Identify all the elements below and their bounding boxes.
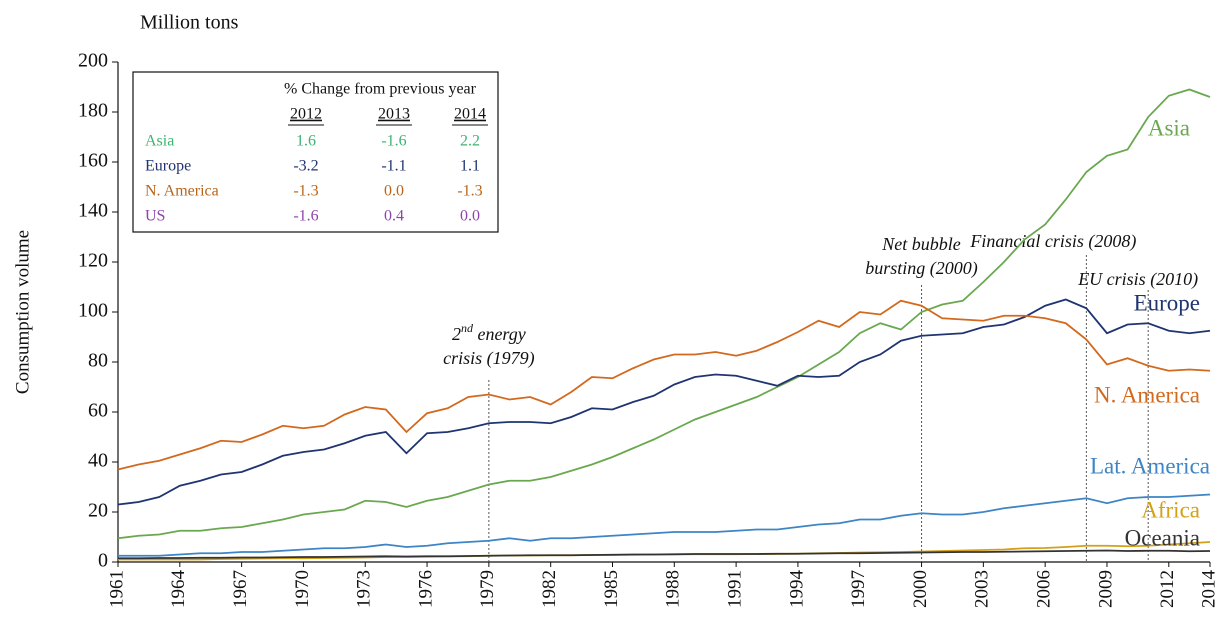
series-line	[117, 88, 1211, 540]
x-tick-label: 1973	[354, 570, 375, 608]
unit-label: Million tons	[140, 12, 239, 34]
series-label: Europe	[1134, 290, 1200, 315]
inset-column-header: 2012	[290, 106, 322, 123]
annotation-text: Net bubble	[881, 234, 961, 254]
x-tick-label: 1982	[539, 570, 560, 608]
inset-cell: -1.6	[381, 133, 406, 150]
x-tick-label: 1979	[477, 570, 498, 608]
inset-cell: -1.1	[381, 158, 406, 175]
y-tick-label: 80	[88, 350, 108, 372]
x-tick-label: 1991	[724, 570, 745, 608]
y-tick-label: 60	[88, 400, 108, 422]
series-line	[118, 549, 1211, 560]
x-tick-label: 2000	[910, 570, 931, 608]
y-tick-label: 140	[78, 200, 108, 222]
inset-cell: 0.0	[460, 208, 480, 225]
series-label: Africa	[1141, 497, 1200, 522]
series-label: Oceania	[1125, 525, 1200, 550]
x-tick-label: 1967	[230, 570, 251, 608]
inset-row-name: Asia	[145, 133, 174, 150]
inset-row-name: Europe	[145, 158, 191, 175]
inset-cell: -1.3	[457, 183, 482, 200]
inset-cell: 2.2	[460, 133, 480, 150]
series-line	[117, 299, 1211, 471]
x-tick-label: 1985	[601, 570, 622, 608]
x-tick-label: 1994	[786, 570, 807, 609]
inset-cell: 1.6	[296, 133, 316, 150]
annotation-text: 2nd energy	[452, 321, 526, 344]
x-tick-label: 2006	[1034, 570, 1055, 608]
x-tick-label: 2014	[1198, 570, 1219, 609]
x-tick-label: 2009	[1095, 570, 1116, 608]
inset-cell: -1.3	[293, 183, 318, 200]
series-label: N. America	[1094, 382, 1200, 407]
y-tick-label: 160	[78, 150, 108, 172]
inset-cell: 0.4	[384, 208, 404, 225]
inset-row-name: US	[145, 208, 165, 225]
annotation-text-part: 2	[452, 324, 461, 344]
x-tick-label: 1961	[106, 570, 127, 608]
annotation-text-part: energy	[473, 324, 526, 344]
annotation-text: Financial crisis (2008)	[969, 231, 1136, 252]
y-tick-label: 20	[88, 500, 108, 522]
inset-column-header: 2013	[378, 106, 410, 123]
series-label: Asia	[1148, 115, 1190, 140]
y-tick-label: 200	[78, 50, 108, 72]
y-tick-label: 120	[78, 250, 108, 272]
inset-cell: -3.2	[293, 158, 318, 175]
annotation-superscript: nd	[461, 321, 474, 335]
series-label: Lat. America	[1090, 453, 1210, 478]
x-tick-label: 1988	[663, 570, 684, 608]
y-axis-label: Consumption volume	[12, 230, 33, 394]
x-tick-label: 2003	[972, 570, 993, 608]
inset-row-name: N. America	[145, 183, 219, 200]
x-tick-label: 1964	[168, 570, 189, 609]
y-tick-label: 40	[88, 450, 108, 472]
inset-cell: -1.6	[293, 208, 318, 225]
x-tick-label: 1997	[848, 570, 869, 608]
x-tick-label: 1970	[292, 570, 313, 608]
annotation-text: bursting (2000)	[865, 258, 978, 279]
x-tick-label: 1976	[415, 570, 436, 608]
y-tick-label: 180	[78, 100, 108, 122]
series-line	[118, 493, 1211, 557]
annotation-text: crisis (1979)	[443, 348, 535, 369]
series-line	[117, 298, 1211, 506]
inset-cell: 1.1	[460, 158, 480, 175]
y-tick-label: 100	[78, 300, 108, 322]
annotation-text: EU crisis (2010)	[1077, 269, 1198, 290]
inset-column-header: 2014	[454, 106, 486, 123]
inset-box	[132, 71, 499, 233]
x-tick-label: 2012	[1157, 570, 1178, 608]
inset-cell: 0.0	[384, 183, 404, 200]
inset-title: % Change from previous year	[284, 81, 477, 98]
y-tick-label: 0	[98, 550, 108, 572]
